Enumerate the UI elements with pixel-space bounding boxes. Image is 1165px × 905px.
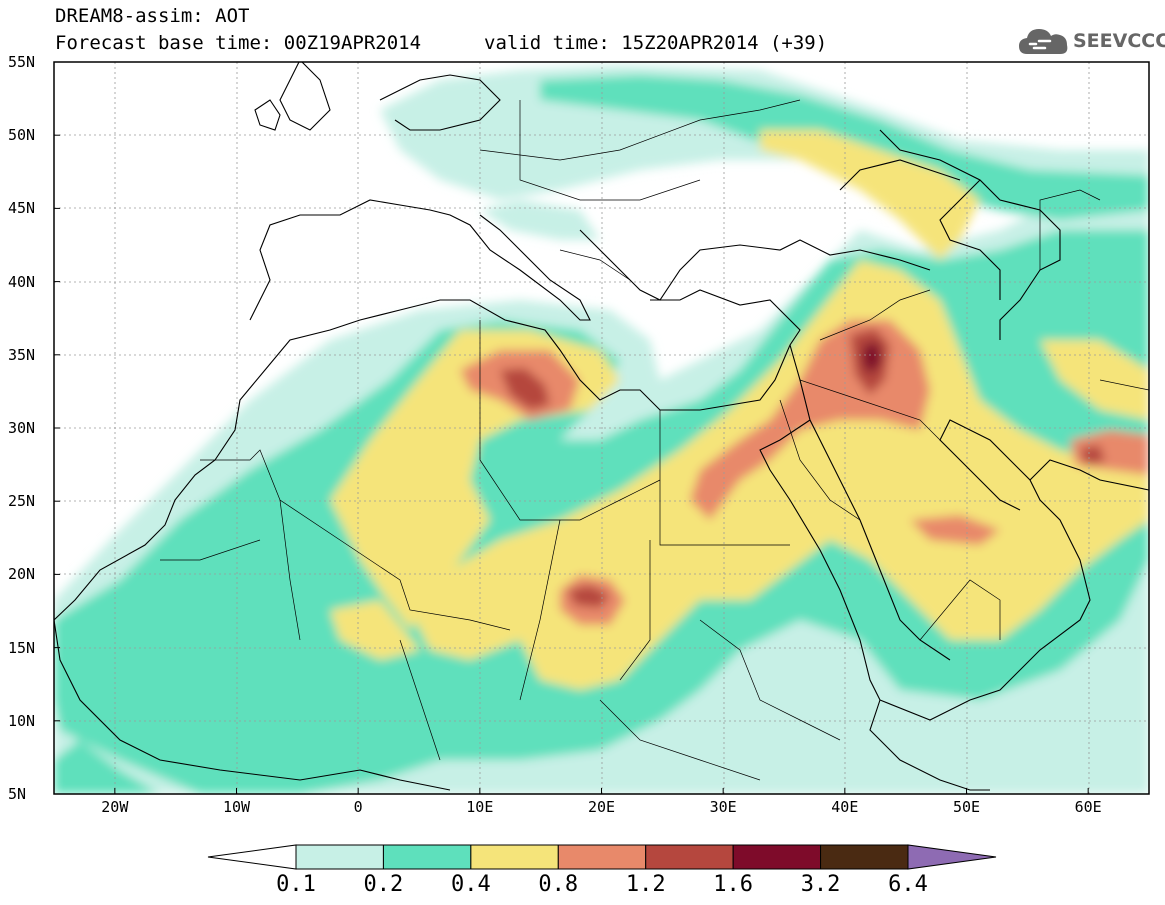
lat-label: 40N bbox=[8, 272, 36, 291]
colorbar-level-label: 1.6 bbox=[713, 872, 754, 897]
axis-ticks bbox=[54, 61, 1089, 795]
colorbar-swatch bbox=[295, 844, 384, 870]
lat-label: 30N bbox=[8, 419, 36, 437]
aot-level-1.6 bbox=[862, 342, 882, 375]
lat-label: 25N bbox=[8, 492, 36, 511]
colorbar-level-label: 0.1 bbox=[276, 872, 316, 897]
country-borders bbox=[160, 99, 1149, 781]
colorbar-under-arrow bbox=[207, 844, 297, 870]
colorbar-swatch bbox=[557, 844, 647, 870]
lat-label: 55N bbox=[8, 53, 36, 71]
colorbar-swatch bbox=[382, 844, 472, 870]
forecast-base-time: Forecast base time: 00Z19APR2014 bbox=[55, 32, 422, 54]
lon-label: 20W bbox=[101, 798, 129, 816]
colorbar-over-arrow bbox=[907, 844, 997, 870]
lon-label: 40E bbox=[831, 798, 859, 816]
lon-label: 20E bbox=[587, 798, 616, 816]
lon-label: 10E bbox=[466, 798, 494, 816]
cloud-icon bbox=[1019, 29, 1068, 54]
lon-label: 10W bbox=[222, 798, 251, 816]
lon-label: 0 bbox=[353, 798, 363, 816]
colorbar-swatch bbox=[820, 844, 909, 870]
lon-label: 30E bbox=[709, 798, 737, 816]
colorbar-level-label: 0.8 bbox=[538, 872, 579, 897]
colorbar-level-label: 0.2 bbox=[363, 872, 404, 897]
colorbar-level-label: 6.4 bbox=[888, 872, 928, 897]
lat-label: 35N bbox=[8, 345, 36, 364]
aot-field bbox=[54, 62, 1149, 794]
colorbar-swatch bbox=[732, 844, 822, 870]
colorbar bbox=[207, 844, 997, 870]
lat-label: 45N bbox=[8, 199, 36, 218]
aot-level-1.2 bbox=[500, 328, 1105, 608]
colorbar-swatch bbox=[645, 844, 734, 870]
colorbar-swatch bbox=[470, 844, 559, 870]
lat-label: 50N bbox=[8, 126, 36, 145]
lat-label: 5N bbox=[8, 785, 27, 803]
map-title: DREAM8-assim: AOT bbox=[55, 5, 250, 27]
seevccc-logo: SEEVCCC bbox=[1017, 24, 1165, 58]
colorbar-level-label: 3.2 bbox=[800, 872, 841, 897]
lat-label: 10N bbox=[8, 711, 36, 730]
logo-text: SEEVCCC bbox=[1073, 30, 1165, 52]
lat-label: 15N bbox=[8, 638, 36, 657]
colorbar-level-label: 0.4 bbox=[450, 872, 491, 897]
lat-label: 20N bbox=[8, 565, 36, 584]
lon-label: 50E bbox=[952, 798, 981, 816]
valid-time: valid time: 15Z20APR2014 (+39) bbox=[484, 32, 828, 54]
colorbar-level-label: 1.2 bbox=[625, 872, 666, 897]
lon-label: 60E bbox=[1074, 798, 1102, 816]
